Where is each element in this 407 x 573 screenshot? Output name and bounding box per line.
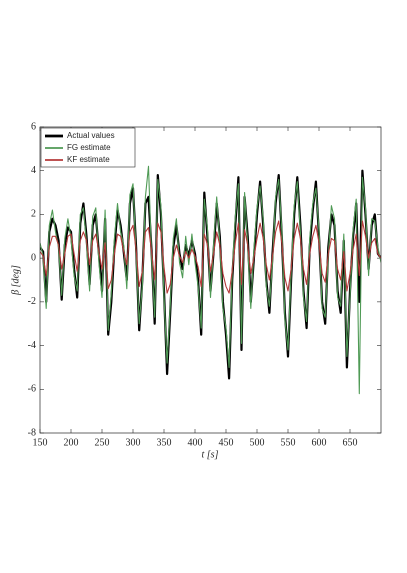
x-tick-label: 250 [95,437,110,448]
y-tick-label: -8 [28,427,36,438]
x-tick-label: 300 [126,437,141,448]
x-tick-label: 150 [33,437,48,448]
legend-label: Actual values [67,131,115,140]
y-tick-label: -2 [28,296,36,307]
x-tick-label: 450 [219,437,234,448]
legend-label: FG estimate [67,143,111,152]
y-tick-label: -4 [28,340,36,351]
x-tick-label: 400 [188,437,203,448]
x-tick-label: 200 [64,437,79,448]
legend-label: KF estimate [67,155,110,164]
x-tick-label: 350 [157,437,172,448]
y-tick-label: 2 [31,209,36,220]
series-line [40,165,381,395]
plot-frame [39,126,382,434]
x-tick-label: 600 [312,437,327,448]
y-tick-label: 4 [31,165,36,176]
x-tick-label: 550 [281,437,296,448]
x-tick-label: 650 [343,437,358,448]
y-tick-label: 6 [31,121,36,132]
x-tick-label: 500 [250,437,265,448]
y-tick-label: 0 [31,252,36,263]
y-axis-label: β [deg] [10,265,21,296]
y-tick-label: -6 [28,384,36,395]
series-line [40,220,381,294]
x-axis-label: t [s] [202,449,219,460]
